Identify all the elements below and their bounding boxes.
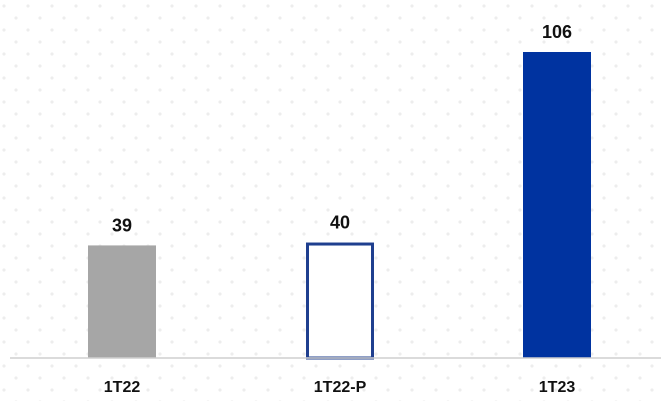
bar-1t23 [523,52,591,358]
bar-1t22-p [306,242,374,360]
x-axis-tick-labels: 1T22 1T22-P 1T23 [104,379,576,396]
value-label-1t22-p: 40 [330,213,350,233]
value-label-1t22: 39 [112,215,132,235]
tick-label-1t22-p: 1T22-P [314,379,367,396]
bars-layer [88,52,591,360]
bar-1t22 [88,245,156,358]
value-label-1t23: 106 [542,22,572,42]
tick-label-1t22: 1T22 [104,379,141,396]
tick-label-1t23: 1T23 [539,379,576,396]
value-labels-layer: 39 40 106 [112,22,572,235]
